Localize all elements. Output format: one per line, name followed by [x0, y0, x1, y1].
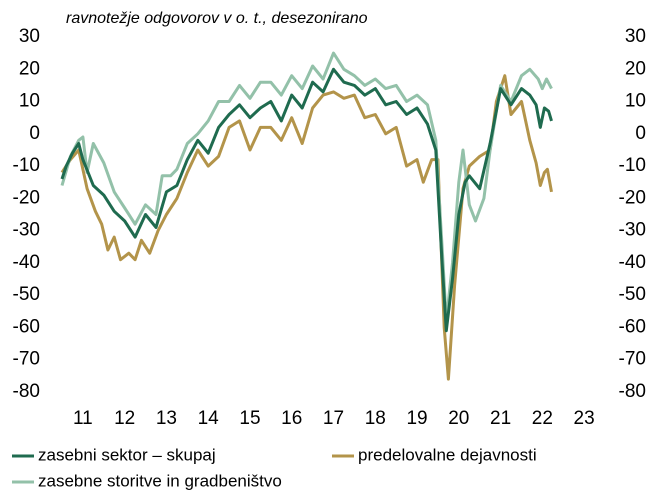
y2-tick-label: -10: [619, 155, 646, 176]
y-tick-label: -70: [13, 349, 40, 370]
y-tick-label: 0: [29, 123, 40, 144]
y-tick-label: -30: [13, 220, 40, 241]
y-tick-label: 20: [19, 58, 40, 79]
x-tick-label: 20: [448, 408, 469, 429]
y-tick-label: -50: [13, 284, 40, 305]
y2-tick-label: -30: [619, 220, 646, 241]
y2-tick-label: 20: [625, 58, 646, 79]
x-tick-label: 13: [156, 408, 177, 429]
y-tick-label: -80: [13, 381, 40, 402]
y-tick-label: -40: [13, 252, 40, 273]
x-tick-label: 23: [574, 408, 595, 429]
x-tick-label: 17: [323, 408, 344, 429]
y2-tick-label: -80: [619, 381, 646, 402]
legend-label: zasebne storitve in gradbeništvo: [38, 471, 282, 490]
legend-label: predelovalne dejavnosti: [358, 445, 537, 464]
y-tick-label: -60: [13, 316, 40, 337]
y2-tick-label: 10: [625, 91, 646, 112]
x-tick-label: 19: [406, 408, 427, 429]
y2-tick-label: 30: [625, 26, 646, 47]
x-tick-label: 11: [73, 408, 93, 429]
y2-tick-label: -20: [619, 187, 646, 208]
y-tick-label: -10: [13, 155, 40, 176]
x-tick-label: 12: [114, 408, 135, 429]
y2-tick-label: -50: [619, 284, 646, 305]
y-tick-label: -20: [13, 187, 40, 208]
legend-label: zasebni sektor – skupaj: [38, 445, 216, 464]
y2-tick-label: -70: [619, 349, 646, 370]
y-tick-label: 10: [19, 91, 40, 112]
x-tick-label: 21: [490, 408, 511, 429]
series-line: [60, 51, 553, 323]
x-tick-label: 18: [365, 408, 386, 429]
x-tick-label: 14: [198, 408, 220, 429]
x-tick-label: 16: [281, 408, 302, 429]
x-tick-label: 15: [239, 408, 260, 429]
y-tick-label: 30: [19, 26, 40, 47]
chart-subtitle: ravnotežje odgovorov v o. t., desezonira…: [66, 10, 368, 27]
y2-tick-label: -60: [619, 316, 646, 337]
series-line: [60, 74, 553, 381]
x-tick-label: 22: [532, 408, 553, 429]
y2-tick-label: 0: [635, 123, 646, 144]
y2-tick-label: -40: [619, 252, 646, 273]
series-line: [60, 67, 553, 333]
